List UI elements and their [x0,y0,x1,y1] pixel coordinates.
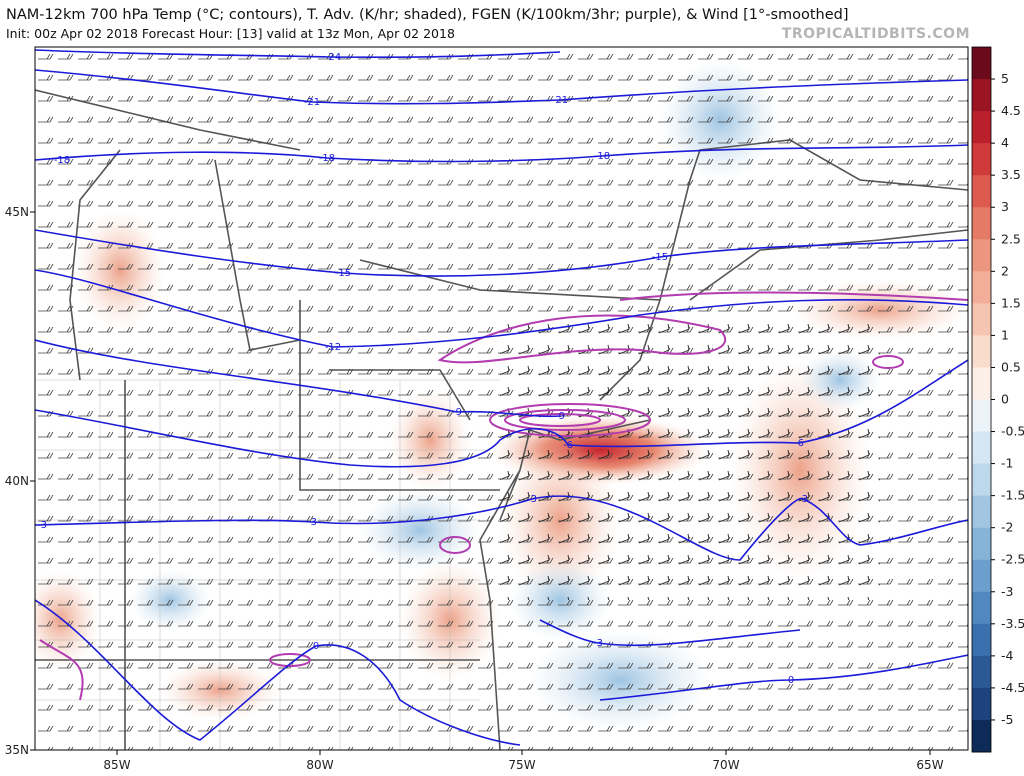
colorbar-label: -5 [1001,712,1013,727]
map-title: NAM-12km 700 hPa Temp (°C; contours), T.… [6,7,849,23]
colorbar-swatch [972,207,991,240]
colorbar-label: -4 [1001,648,1014,663]
contour-label: -18 [319,153,335,164]
colorbar-label: 4.5 [1001,103,1021,118]
colorbar-swatch [972,719,991,753]
colorbar-label: 3.5 [1001,167,1021,182]
contour-label: -9 [555,411,565,422]
colorbar-label: 2.5 [1001,231,1021,246]
colorbar-label: -0.5 [1001,424,1024,439]
colorbar-swatch [972,335,991,368]
colorbar-label: -2.5 [1001,552,1024,567]
contour-labels: -24 -21 -21 -18 -18 -18 -15 -15 -12 -9 -… [37,52,808,686]
contour-label: -15 [335,268,351,279]
colorbar-swatch [972,655,991,689]
contour-label: -3 [527,494,537,505]
longitude-label: 75W [508,758,535,772]
colorbar-label: -3.5 [1001,616,1024,631]
longitude-label: 65W [916,758,943,772]
map-frame [34,46,969,751]
contour-label: -15 [652,252,668,263]
branding: TROPICALTIDBITS.COM [782,26,970,42]
contour-label: 0 [313,641,319,652]
colorbar-swatch [972,303,991,336]
colorbar-swatch [972,431,991,465]
contour-label: -24 [325,52,341,63]
contour-label: -21 [552,95,568,106]
map-subtitle: Init: 00z Apr 02 2018 Forecast Hour: [13… [6,26,455,41]
colorbar-label: -4.5 [1001,680,1024,695]
contour-label: -9 [452,407,462,418]
colorbar-label: 2 [1001,263,1009,278]
colorbar-label: 4 [1001,135,1009,150]
colorbar-swatch [972,367,991,400]
colorbar-swatch [972,47,991,80]
colorbar-swatch [972,559,991,593]
colorbar-swatch [972,143,991,176]
colorbar-label: 3 [1001,199,1009,214]
contour-label: -18 [594,151,610,162]
colorbar-swatch [972,175,991,208]
longitude-label: 85W [103,758,130,772]
colorbar-label: 1.5 [1001,295,1021,310]
colorbar-swatch [972,591,991,625]
contour-label: -18 [54,155,70,166]
latitude-label: 40N [5,474,29,488]
colorbar-swatch [972,399,991,433]
longitude-label: 70W [712,758,739,772]
contour-label: -21 [304,97,320,108]
latitude-label: 35N [5,743,29,757]
colorbar-swatch [972,271,991,304]
colorbar-swatch [972,687,991,721]
contour-label: -3 [37,520,47,531]
colorbar-label: 0 [1001,392,1009,407]
colorbar-label: -2 [1001,520,1013,535]
axis-labels: 85W 80W 75W 70W 65W 45N 40N 35N [5,205,944,772]
colorbar-swatch [972,239,991,272]
colorbar-swatch [972,623,991,657]
contour-label: -6 [794,438,804,449]
contour-label: -6 [563,440,573,451]
longitude-label: 80W [306,758,333,772]
colorbar-swatch [972,495,991,529]
colorbar-label: 0.5 [1001,359,1021,374]
colorbar-label: -1.5 [1001,488,1024,503]
colorbar-label: -3 [1001,584,1013,599]
contour-label: -3 [593,638,603,649]
contour-label: -12 [325,342,341,353]
wind-barbs-strong [500,320,880,600]
fgen-contours [39,291,968,701]
colorbar-label: 5 [1001,71,1009,86]
colorbar-swatch [972,79,991,112]
contour-label: -3 [798,494,808,505]
contour-label: 0 [788,675,794,686]
colorbar-swatch [972,527,991,561]
contour-label: -3 [307,517,317,528]
colorbar-label: -1 [1001,456,1013,471]
map-area: -24 -21 -21 -18 -18 -18 -15 -15 -12 -9 -… [35,47,968,750]
colorbar-swatch [972,111,991,144]
colorbar: 5 4.5 4 3.5 3 2.5 2 1.5 1 0.5 0 -0.5 -1 -1.5 -2 -2.5 -3 -… [971,46,1024,753]
colorbar-swatch [972,463,991,497]
temperature-contours [35,49,968,746]
colorbar-label: 1 [1001,327,1009,342]
latitude-label: 45N [5,205,29,219]
